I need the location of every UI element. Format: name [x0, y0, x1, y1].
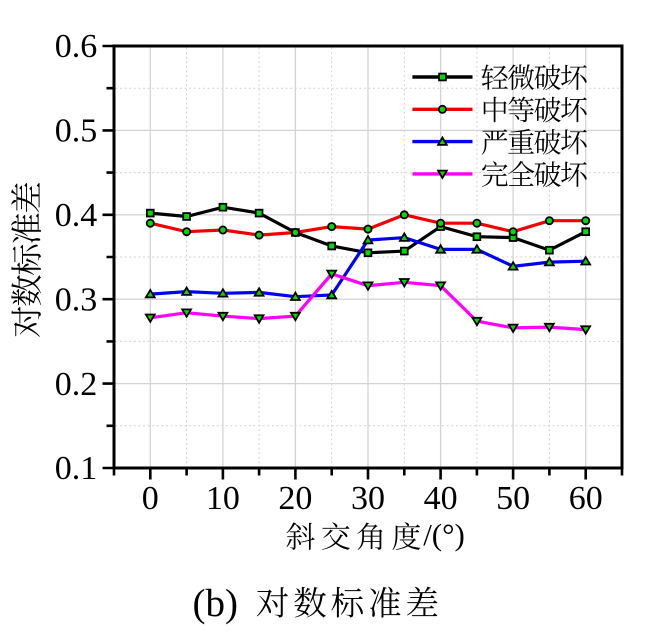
svg-text:10: 10: [206, 480, 240, 517]
svg-text:0.6: 0.6: [55, 28, 98, 65]
svg-text:0.1: 0.1: [55, 450, 98, 487]
svg-text:0.2: 0.2: [55, 366, 98, 403]
svg-text:40: 40: [424, 480, 458, 517]
svg-text:60: 60: [569, 480, 603, 517]
svg-text:0.3: 0.3: [55, 281, 98, 318]
svg-text:50: 50: [496, 480, 530, 517]
svg-text:30: 30: [351, 480, 385, 517]
svg-text:(b): (b): [193, 582, 238, 625]
svg-text:20: 20: [278, 480, 312, 517]
svg-text:0: 0: [142, 480, 159, 517]
svg-text:0.5: 0.5: [55, 113, 98, 150]
svg-text:/(°): /(°): [423, 517, 465, 552]
svg-text:0.4: 0.4: [55, 197, 98, 234]
